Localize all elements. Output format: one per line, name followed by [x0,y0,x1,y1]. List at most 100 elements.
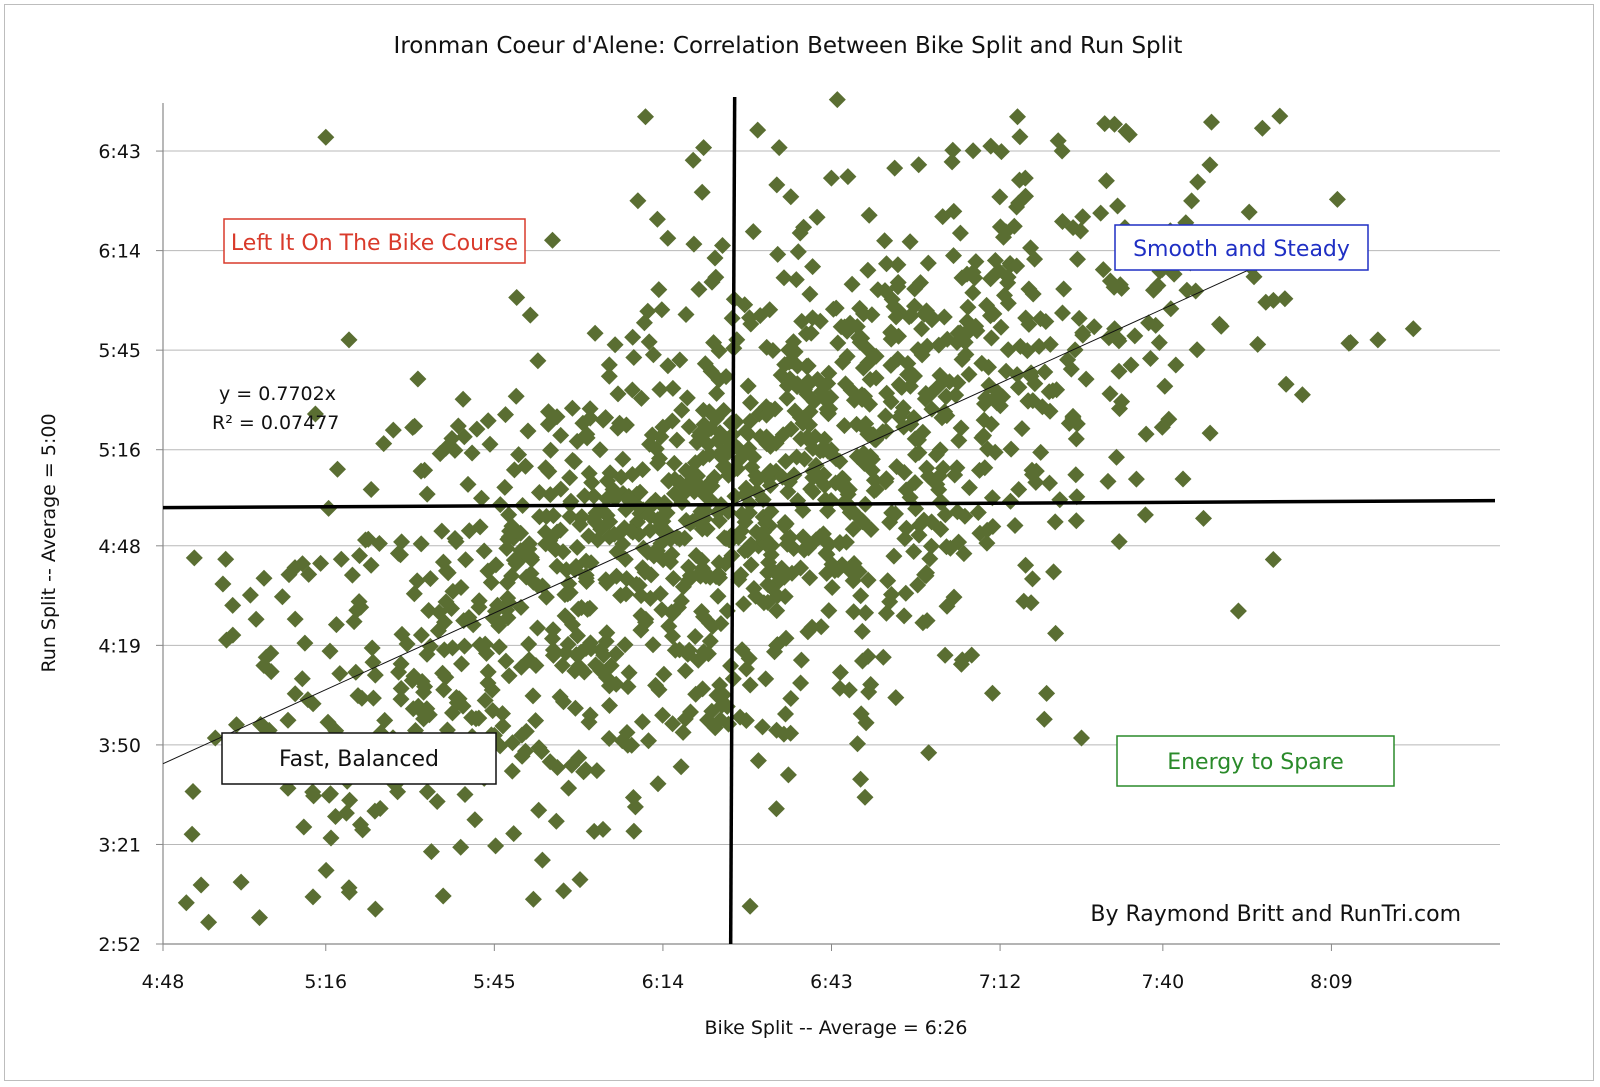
data-point [674,723,692,741]
data-point [909,576,927,594]
data-point [447,533,465,551]
data-point [599,472,616,490]
annotation-box [1114,224,1369,271]
data-point [755,523,772,541]
data-point [918,612,936,630]
data-point [677,462,695,480]
data-point [777,452,795,470]
annotation-fast-balanced: Fast, Balanced [221,732,497,785]
data-point [709,503,727,521]
data-point [350,593,368,611]
data-point [782,188,800,206]
data-point [1041,335,1059,353]
data-point [992,318,1010,336]
data-point [544,231,561,249]
data-point [920,744,938,762]
data-point [856,387,874,405]
data-point [479,562,497,580]
data-point [901,233,919,251]
data-point [529,352,547,370]
data-point [529,577,547,594]
data-point [897,584,915,602]
data-point [524,687,542,705]
data-point [1010,481,1028,498]
data-point [948,459,966,477]
data-point [1024,466,1041,484]
data-point [999,274,1017,292]
data-point [529,619,546,637]
data-point [644,636,662,654]
data-point [1026,250,1044,268]
data-point [827,474,845,492]
data-point [531,508,548,526]
data-point [389,783,407,801]
data-point [563,756,581,774]
data-point [349,687,367,705]
data-point [232,873,250,891]
data-point [788,378,806,396]
data-point [247,610,265,628]
y-tick-label: 3:21 [98,834,141,856]
data-point [1073,729,1090,747]
data-point [463,444,481,462]
data-point [794,501,812,519]
data-point [1077,370,1095,388]
data-point [1032,443,1050,461]
data-point [1342,334,1359,351]
data-point [699,645,717,663]
data-point [887,505,904,523]
data-point [973,429,991,447]
data-point [931,441,949,459]
x-tick-label: 4:48 [142,971,185,993]
data-point [629,192,647,210]
chart-title: Ironman Coeur d'Alene: Correlation Betwe… [394,33,1183,59]
data-point [1032,310,1049,328]
data-point [733,448,751,466]
data-point [842,381,860,399]
data-point [789,243,807,261]
data-point [512,524,530,542]
data-point [822,169,840,187]
data-point [1045,563,1063,581]
data-point [906,474,924,492]
data-point [581,599,599,617]
data-point [412,462,430,480]
data-point [312,554,330,572]
data-point [787,271,805,289]
data-point [676,710,694,728]
x-tick-label: 6:43 [810,971,853,993]
data-point [828,91,846,109]
data-point [876,232,894,250]
data-point [512,658,530,676]
data-point [694,401,712,419]
data-point [749,752,767,770]
data-point [568,538,586,556]
data-point [517,742,534,760]
data-point [413,673,431,690]
data-point [1010,378,1028,396]
data-point [897,519,915,537]
data-point [831,664,849,681]
data-point [418,645,436,663]
y-axis-tick-labels: 2:52 3:21 3:50 4:19 4:48 5:16 5:45 6:14 6:43 [98,141,163,956]
data-point [1054,304,1071,322]
data-point [1174,470,1192,488]
data-point [1240,203,1258,221]
data-point [452,838,470,856]
data-point [412,626,430,644]
data-point [341,791,359,809]
data-point [587,513,604,531]
trendline [162,255,1280,765]
data-point [984,518,1002,535]
x-tick-label: 6:14 [642,971,685,993]
data-point [544,641,562,659]
data-point [366,900,384,918]
data-point [798,376,816,394]
data-point [755,594,773,612]
data-point [294,555,311,573]
y-tick-label: 6:43 [98,141,141,163]
data-point [347,663,365,681]
data-point [867,369,885,387]
data-point [922,537,940,555]
data-point [637,610,655,628]
